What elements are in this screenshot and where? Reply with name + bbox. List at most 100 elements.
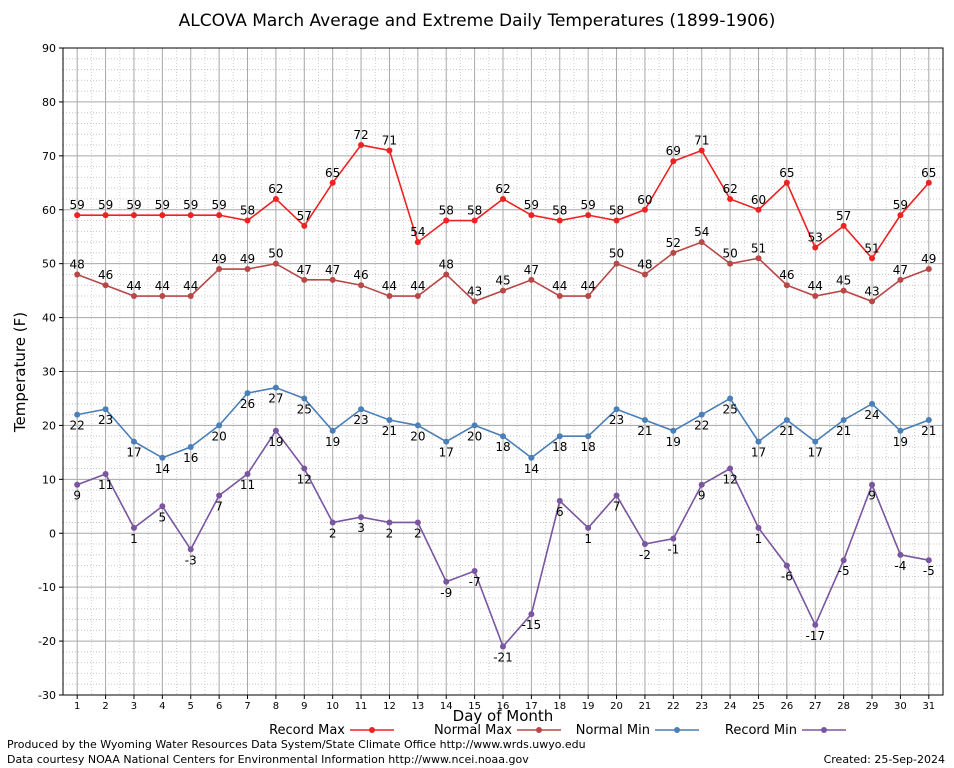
x-tick-label: 31	[922, 701, 935, 712]
record-min-point	[443, 578, 450, 585]
record-min-point	[698, 481, 705, 488]
normal-max-value-label: 49	[921, 252, 936, 266]
normal-min-value-label: 17	[126, 446, 141, 460]
normal-min-value-label: 16	[183, 451, 198, 465]
normal-max-point	[613, 260, 620, 267]
record-max-value-label: 58	[240, 204, 255, 218]
normal-min-value-label: 19	[666, 435, 681, 449]
normal-max-value-label: 44	[581, 279, 596, 293]
normal-max-value-label: 43	[467, 284, 482, 298]
record-min-point	[216, 492, 223, 499]
grid	[62, 47, 944, 696]
x-tick-label: 28	[837, 701, 850, 712]
record-min-value-label: -7	[469, 575, 481, 589]
normal-max-point	[897, 276, 904, 283]
record-min-point	[102, 470, 109, 477]
record-max-point	[500, 195, 506, 202]
legend-marker-normal-max	[536, 727, 542, 733]
x-tick-label: 21	[639, 701, 652, 712]
record-max-point	[613, 217, 620, 224]
record-min-value-label: -1	[667, 543, 679, 557]
normal-min-value-label: 25	[297, 402, 312, 416]
record-min-value-label: 3	[357, 521, 365, 535]
normal-max-value-label: 49	[240, 252, 255, 266]
normal-max-value-label: 48	[637, 257, 652, 271]
x-tick-label: 5	[188, 701, 194, 712]
legend-marker-record-min	[821, 727, 827, 733]
x-tick-label: 15	[468, 701, 481, 712]
normal-min-value-label: 19	[893, 435, 908, 449]
record-max-value-label: 65	[325, 166, 340, 180]
record-max-value-label: 59	[126, 198, 141, 212]
record-min-point	[812, 621, 819, 628]
normal-max-point	[443, 271, 450, 278]
record-min-value-label: 2	[329, 526, 337, 540]
normal-min-value-label: 26	[240, 397, 255, 411]
normal-max-value-label: 47	[893, 263, 908, 277]
normal-max-point	[329, 276, 336, 283]
normal-max-point	[840, 287, 847, 294]
y-tick-label: 70	[42, 150, 56, 163]
y-tick-label: -10	[38, 581, 56, 594]
normal-min-value-label: 23	[609, 413, 624, 427]
normal-max-value-label: 44	[382, 279, 397, 293]
normal-min-value-label: 20	[410, 429, 425, 443]
y-tick-label: 50	[42, 258, 56, 271]
normal-max-point	[641, 271, 648, 278]
record-min-value-label: 6	[556, 505, 564, 519]
record-max-value-label: 59	[893, 198, 908, 212]
normal-min-value-label: 17	[751, 446, 766, 460]
y-tick-label: 20	[42, 419, 56, 432]
normal-max-value-label: 44	[552, 279, 567, 293]
record-max-point	[272, 195, 279, 202]
record-max-point	[585, 212, 592, 219]
normal-max-value-label: 51	[751, 241, 766, 255]
record-max-value-label: 60	[637, 193, 652, 207]
normal-min-point	[500, 433, 506, 440]
normal-max-point	[74, 271, 81, 278]
normal-max-point	[187, 293, 194, 300]
record-min-point	[727, 465, 734, 472]
normal-max-point	[102, 282, 109, 289]
created-date: Created: 25-Sep-2024	[823, 753, 945, 766]
normal-max-value-label: 46	[779, 268, 794, 282]
record-min-point	[272, 427, 279, 434]
normal-max-value-label: 50	[268, 247, 283, 261]
record-max-point	[414, 239, 421, 246]
record-max-point	[187, 212, 194, 219]
record-max-value-label: 59	[581, 198, 596, 212]
x-tick-label: 25	[752, 701, 765, 712]
normal-min-value-label: 22	[70, 419, 85, 433]
normal-max-value-label: 52	[666, 236, 681, 250]
record-min-value-label: 2	[414, 526, 422, 540]
record-min-value-label: -5	[923, 564, 935, 578]
series-layer	[74, 142, 932, 650]
normal-max-point	[414, 293, 421, 300]
normal-min-value-label: 18	[552, 440, 567, 454]
normal-max-point	[500, 287, 506, 294]
record-min-point	[386, 519, 393, 526]
x-tick-label: 4	[159, 701, 165, 712]
record-max-value-label: 59	[211, 198, 226, 212]
record-max-point	[812, 244, 819, 251]
y-tick-label: 30	[42, 366, 56, 379]
normal-max-value-label: 54	[694, 225, 709, 239]
normal-min-point	[613, 406, 620, 413]
y-tick-label: 90	[42, 42, 56, 55]
normal-max-value-label: 44	[410, 279, 425, 293]
record-max-value-label: 58	[609, 204, 624, 218]
normal-max-value-label: 44	[183, 279, 198, 293]
x-tick-label: 23	[695, 701, 708, 712]
record-min-point	[613, 492, 620, 499]
normal-min-point	[556, 433, 563, 440]
normal-max-point	[585, 293, 592, 300]
record-min-value-label: 12	[297, 473, 312, 487]
normal-min-value-label: 20	[211, 429, 226, 443]
x-tick-label: 6	[216, 701, 222, 712]
record-max-value-label: 51	[864, 241, 879, 255]
record-min-value-label: 1	[755, 532, 763, 546]
x-tick-label: 27	[809, 701, 822, 712]
record-min-point	[641, 541, 648, 548]
y-tick-label: 40	[42, 312, 56, 325]
